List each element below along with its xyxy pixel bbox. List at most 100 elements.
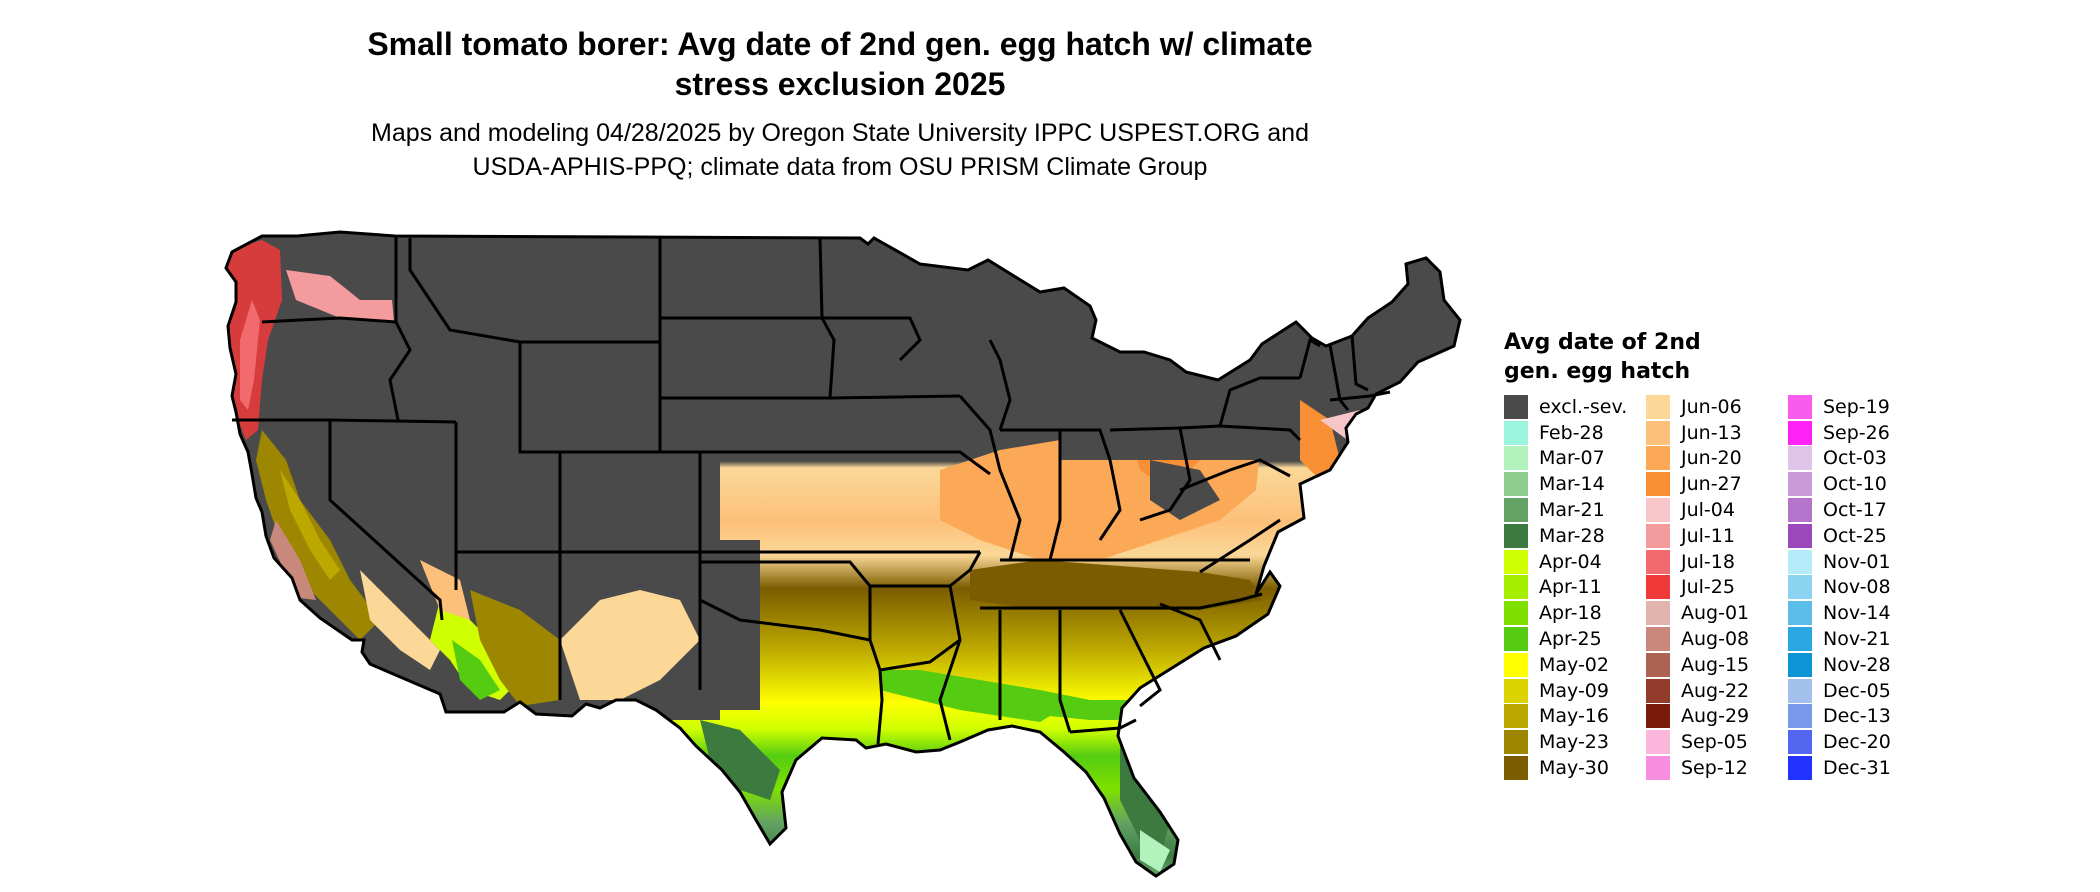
legend-swatch [1788,704,1812,729]
legend-label: Dec-31 [1823,757,1891,780]
legend-item: Sep-05 [1646,729,1788,755]
legend-label: Aug-29 [1681,705,1750,728]
legend-swatch [1788,652,1812,677]
legend-label: Apr-04 [1539,550,1602,573]
legend-swatch [1646,678,1670,703]
legend-swatch [1788,394,1812,419]
legend-item: May-09 [1504,678,1646,704]
legend-label: Jun-27 [1681,473,1742,496]
legend-label: Jun-13 [1681,421,1742,444]
legend-item: Nov-21 [1788,626,1930,652]
legend-item: Nov-08 [1788,575,1930,601]
legend-label: Apr-25 [1539,628,1602,651]
legend-swatch [1788,446,1812,471]
legend-item: Aug-08 [1646,626,1788,652]
legend-swatch [1788,498,1812,523]
legend-label: Nov-08 [1823,576,1891,599]
legend-label: Dec-20 [1823,731,1891,754]
legend-label: Mar-14 [1539,473,1605,496]
legend-swatch [1788,756,1812,781]
legend-item: Jul-04 [1646,497,1788,523]
legend-label: May-09 [1539,679,1609,702]
legend-label: May-23 [1539,731,1609,754]
legend-label: Oct-25 [1823,524,1887,547]
legend-swatch [1504,730,1528,755]
legend-swatch [1646,627,1670,652]
legend-label: Oct-03 [1823,447,1887,470]
legend-item: Jun-27 [1646,471,1788,497]
legend-item: Nov-01 [1788,549,1930,575]
legend-item: Mar-28 [1504,523,1646,549]
legend-swatch [1646,472,1670,497]
legend-swatch [1504,575,1528,600]
legend-swatch [1788,472,1812,497]
legend-item: Aug-15 [1646,652,1788,678]
legend-label: Jul-11 [1681,524,1735,547]
legend-label: Nov-14 [1823,602,1891,625]
legend-item: Dec-31 [1788,755,1930,781]
legend-item: Jun-06 [1646,394,1788,420]
legend-item: Sep-26 [1788,420,1930,446]
legend-swatch [1646,704,1670,729]
legend-item: Jul-25 [1646,575,1788,601]
legend-label: Sep-26 [1823,421,1890,444]
legend-label: Apr-18 [1539,602,1602,625]
legend-label: Sep-05 [1681,731,1748,754]
legend-swatch [1504,627,1528,652]
legend-label: excl.-sev. [1539,395,1628,418]
legend-item: Feb-28 [1504,420,1646,446]
legend-swatch [1504,498,1528,523]
legend-item: Apr-04 [1504,549,1646,575]
legend-item: May-30 [1504,755,1646,781]
legend-item: Jul-11 [1646,523,1788,549]
legend-item: Aug-29 [1646,704,1788,730]
legend-label: Mar-21 [1539,499,1605,522]
legend-item: Aug-01 [1646,600,1788,626]
legend-label: Aug-08 [1681,628,1750,651]
legend-label: May-02 [1539,653,1609,676]
legend-item: excl.-sev. [1504,394,1646,420]
legend-item: Oct-17 [1788,497,1930,523]
legend-swatch [1646,652,1670,677]
legend-item: Oct-03 [1788,446,1930,472]
legend-label: Jun-06 [1681,395,1742,418]
legend-label: Feb-28 [1539,421,1604,444]
legend-item: Jun-13 [1646,420,1788,446]
legend-item: Sep-19 [1788,394,1930,420]
legend-swatch [1504,394,1528,419]
legend-swatch [1788,678,1812,703]
legend-item: Mar-21 [1504,497,1646,523]
legend-label: Mar-07 [1539,447,1605,470]
legend-swatch [1646,756,1670,781]
legend-label: Aug-22 [1681,679,1750,702]
title-block: Small tomato borer: Avg date of 2nd gen.… [230,24,1450,184]
legend-column: Jun-06 Jun-13 Jun-20 Jun-27 Jul-04 Jul-11 Jul-… [1646,394,1788,781]
legend-swatch [1788,420,1812,445]
legend-swatch [1646,575,1670,600]
legend-item: Dec-20 [1788,729,1930,755]
legend-item: May-23 [1504,729,1646,755]
legend-item: Sep-12 [1646,755,1788,781]
legend-label: Dec-13 [1823,705,1891,728]
legend-swatch [1504,704,1528,729]
legend-swatch [1504,652,1528,677]
legend-swatch [1504,472,1528,497]
legend-column: excl.-sev. Feb-28 Mar-07 Mar-14 Mar-21 Mar-28… [1504,394,1646,781]
legend-swatch [1788,575,1812,600]
legend-swatch [1646,730,1670,755]
legend-item: Mar-14 [1504,471,1646,497]
legend-label: Sep-12 [1681,757,1748,780]
legend-item: Oct-25 [1788,523,1930,549]
legend-item: Nov-28 [1788,652,1930,678]
legend-label: Jul-18 [1681,550,1735,573]
legend-label: Nov-01 [1823,550,1891,573]
legend: Avg date of 2nd gen. egg hatch excl.-sev… [1504,328,1930,781]
legend-label: Jul-04 [1681,499,1735,522]
legend-label: Nov-28 [1823,653,1891,676]
legend-label: May-16 [1539,705,1609,728]
legend-item: Dec-05 [1788,678,1930,704]
legend-swatch [1646,523,1670,548]
legend-swatch [1504,446,1528,471]
legend-item: Jun-20 [1646,446,1788,472]
